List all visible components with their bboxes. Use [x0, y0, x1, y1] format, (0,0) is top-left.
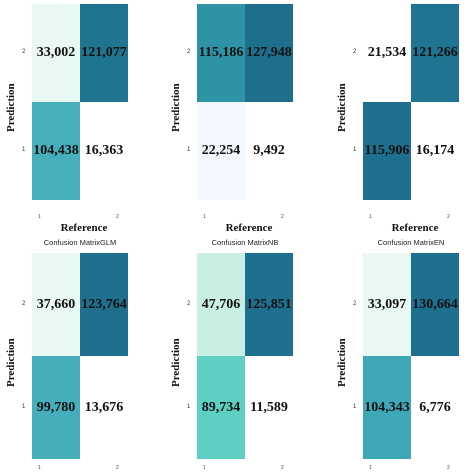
matrix-cell: 115,186: [197, 4, 245, 102]
col-tick-label: 1: [203, 465, 206, 471]
matrix-cell: 130,664: [411, 253, 459, 356]
y-axis-label: Prediction: [170, 83, 182, 132]
col-tick-label: 2: [116, 465, 119, 471]
col-tick-label: 1: [203, 214, 206, 220]
row-tick-label: 1: [353, 403, 357, 410]
row-tick-label: 1: [22, 147, 26, 153]
matrix-cell: 21,534: [363, 4, 411, 102]
matrix-cell: 121,077: [80, 4, 128, 102]
col-tick-label: 1: [369, 214, 372, 220]
y-axis-label: Prediction: [170, 338, 182, 387]
row-tick-label: 2: [22, 49, 26, 55]
row-tick-label: 2: [353, 300, 357, 307]
row-tick-label: 1: [353, 147, 357, 153]
matrix-cell: 89,734: [197, 356, 245, 459]
row-tick-label: 1: [22, 403, 26, 410]
matrix-cell: 22,254: [197, 102, 245, 200]
matrix-cell: 99,780: [32, 356, 80, 459]
col-tick-label: 2: [447, 214, 450, 220]
matrix-cell: 11,589: [245, 356, 293, 459]
col-tick-label: 1: [38, 465, 41, 471]
x-axis-label: Reference: [60, 222, 108, 234]
matrix-cell: 47,706: [197, 253, 245, 356]
col-tick-label: 1: [369, 465, 372, 471]
chart-title: Confusion MatrixEN: [377, 238, 445, 247]
chart-title: Confusion MatrixNB: [211, 238, 279, 247]
row-tick-label: 1: [187, 147, 191, 153]
matrix-cell: 37,660: [32, 253, 80, 356]
y-axis-label: Prediction: [5, 83, 17, 132]
matrix-cell: 16,174: [411, 102, 459, 200]
y-axis-label: Prediction: [5, 338, 17, 387]
row-tick-label: 2: [187, 300, 191, 307]
matrix-cell: 6,776: [411, 356, 459, 459]
matrix-cell: 16,363: [80, 102, 128, 200]
col-tick-label: 2: [281, 214, 284, 220]
chart-title: Confusion MatrixGLM: [43, 238, 117, 247]
row-tick-label: 1: [187, 403, 191, 410]
col-tick-label: 2: [116, 214, 119, 220]
matrix-cell: 33,097: [363, 253, 411, 356]
x-axis-label: Reference: [391, 222, 439, 234]
y-axis-label: Prediction: [336, 83, 348, 132]
x-axis-label: Reference: [225, 222, 273, 234]
matrix-cell: 104,343: [363, 356, 411, 459]
matrix-cell: 33,002: [32, 4, 80, 102]
row-tick-label: 2: [353, 49, 357, 55]
matrix-cell: 121,266: [411, 4, 459, 102]
row-tick-label: 2: [22, 300, 26, 307]
matrix-cell: 13,676: [80, 356, 128, 459]
matrix-cell: 115,906: [363, 102, 411, 200]
matrix-cell: 125,851: [245, 253, 293, 356]
col-tick-label: 1: [38, 214, 41, 220]
y-axis-label: Prediction: [336, 338, 348, 387]
row-tick-label: 2: [187, 49, 191, 55]
col-tick-label: 2: [281, 465, 284, 471]
matrix-cell: 123,764: [80, 253, 128, 356]
matrix-cell: 127,948: [245, 4, 293, 102]
col-tick-label: 2: [447, 465, 450, 471]
matrix-cell: 104,438: [32, 102, 80, 200]
matrix-cell: 9,492: [245, 102, 293, 200]
